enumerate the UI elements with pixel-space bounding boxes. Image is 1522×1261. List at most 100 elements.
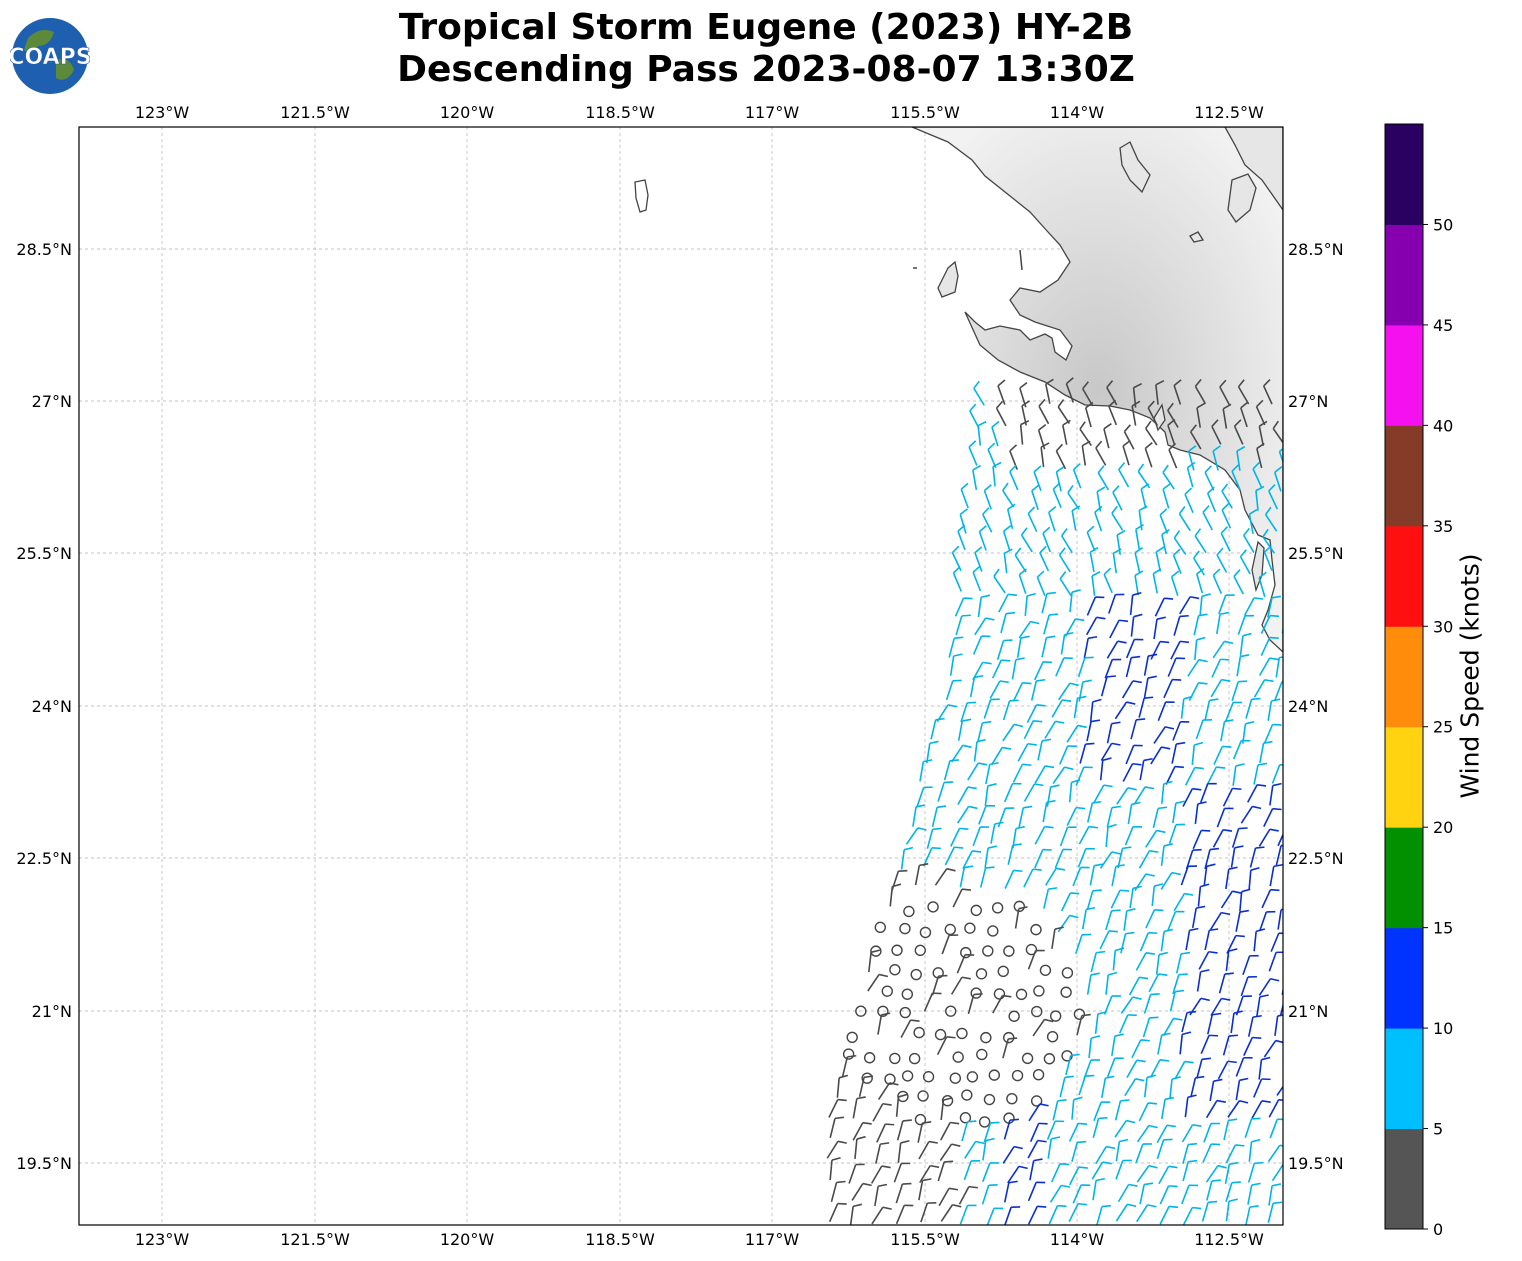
wind-barb [1167,910,1185,931]
wind-barb [918,1178,932,1201]
wind-barb [983,698,1000,719]
wind-barb [1233,419,1244,445]
wind-barb [1143,675,1157,698]
wind-barb [896,1119,912,1141]
wind-barb [1048,1204,1067,1225]
wind-barb [1158,1165,1178,1185]
wind-barb [1078,825,1098,845]
wind-barb [1277,832,1283,847]
wind-barb [996,639,1013,660]
lon-label-bottom: 117°W [745,1230,800,1249]
wind-barb [1029,1158,1043,1181]
wind-barb [1114,701,1136,720]
calm-wind-marker [997,965,1009,978]
wind-barb [1030,678,1046,701]
wind-barb [977,420,987,446]
wind-barb [1281,625,1283,634]
wind-barb [959,1204,977,1225]
wind-barb [1182,787,1202,807]
wind-barb [1066,806,1086,826]
wind-barb [1002,1145,1023,1164]
wind-barb [1058,682,1079,701]
wind-barb [1196,1057,1211,1079]
wind-barb [1065,1053,1080,1076]
wind-barb [1172,973,1188,995]
lon-label-bottom: 121.5°W [280,1230,350,1249]
wind-barb [1209,1078,1223,1102]
wind-barb [1151,883,1164,907]
wind-barb [1274,1014,1283,1037]
wind-barb [983,484,992,510]
wind-barb [1215,611,1230,635]
wind-barb [1071,1096,1083,1120]
wind-barb [1274,466,1283,492]
wind-barb [1042,526,1051,553]
wind-barb [1233,569,1245,595]
wind-barb [870,1165,891,1184]
wind-barb [1262,378,1273,405]
wind-barb [1162,1017,1183,1037]
lon-label-bottom: 118.5°W [585,1230,655,1249]
wind-barb [1051,699,1072,718]
calm-wind-marker [1046,1031,1059,1043]
wind-barb [1121,680,1142,699]
wind-barb [1288,1038,1306,1056]
wind-barb [1106,721,1121,744]
wind-barb [936,1036,956,1056]
wind-barb [1074,933,1092,955]
wind-barb [1012,763,1032,783]
calm-wind-marker [1013,900,1026,913]
wind-barb [1111,1033,1124,1056]
wind-barb [1290,956,1306,975]
wind-barb [1216,807,1234,828]
wind-barb [1247,1014,1262,1037]
wind-barb [1147,400,1159,427]
wind-barb [991,420,1000,447]
wind-barb [957,718,972,741]
wind-barb [1031,484,1040,510]
wind-barb [1194,801,1207,824]
wind-barb [1018,568,1027,594]
wind-barb [1217,1060,1237,1080]
wind-barb [940,1097,953,1121]
wind-barb [989,680,1009,699]
wind-barb [1036,570,1046,597]
isla-san-jose [1251,540,1265,593]
wind-barb [900,846,914,870]
wind-barb [1090,950,1106,973]
wind-barb [940,1121,960,1141]
wind-barb [1018,620,1040,639]
wind-barb [871,1206,892,1225]
wind-barb [1027,1139,1047,1159]
wind-barb [1117,846,1132,869]
wind-barb [1193,550,1205,576]
wind-barb [1023,719,1043,740]
wind-barb [1231,827,1248,848]
wind-barb [1130,613,1143,637]
wind-barb [1260,614,1280,634]
calm-wind-marker [966,1071,979,1083]
wind-barb [1179,1031,1192,1055]
wind-barb [841,1054,857,1077]
wind-barb [1055,466,1065,492]
calm-wind-marker [901,1070,914,1082]
wind-barb [1097,465,1110,491]
wind-barb [1045,867,1066,886]
wind-barb [1052,766,1074,785]
calm-wind-marker [1060,986,1072,998]
wind-barb [919,759,933,782]
wind-barb [943,759,959,781]
wind-barb [1256,994,1269,1017]
wind-barb [1157,701,1175,722]
wind-barb [1071,1140,1087,1162]
wind-barb [1218,594,1235,615]
wind-barb [1225,1198,1238,1222]
wind-barb [937,781,954,802]
wind-barb [1263,723,1282,744]
wind-barb [1255,485,1265,511]
wind-barb [1189,424,1202,450]
wind-barb [1211,419,1222,445]
wind-barb [1157,1032,1171,1055]
lon-label-top: 123°W [135,103,190,122]
wind-barb [1181,1010,1197,1033]
